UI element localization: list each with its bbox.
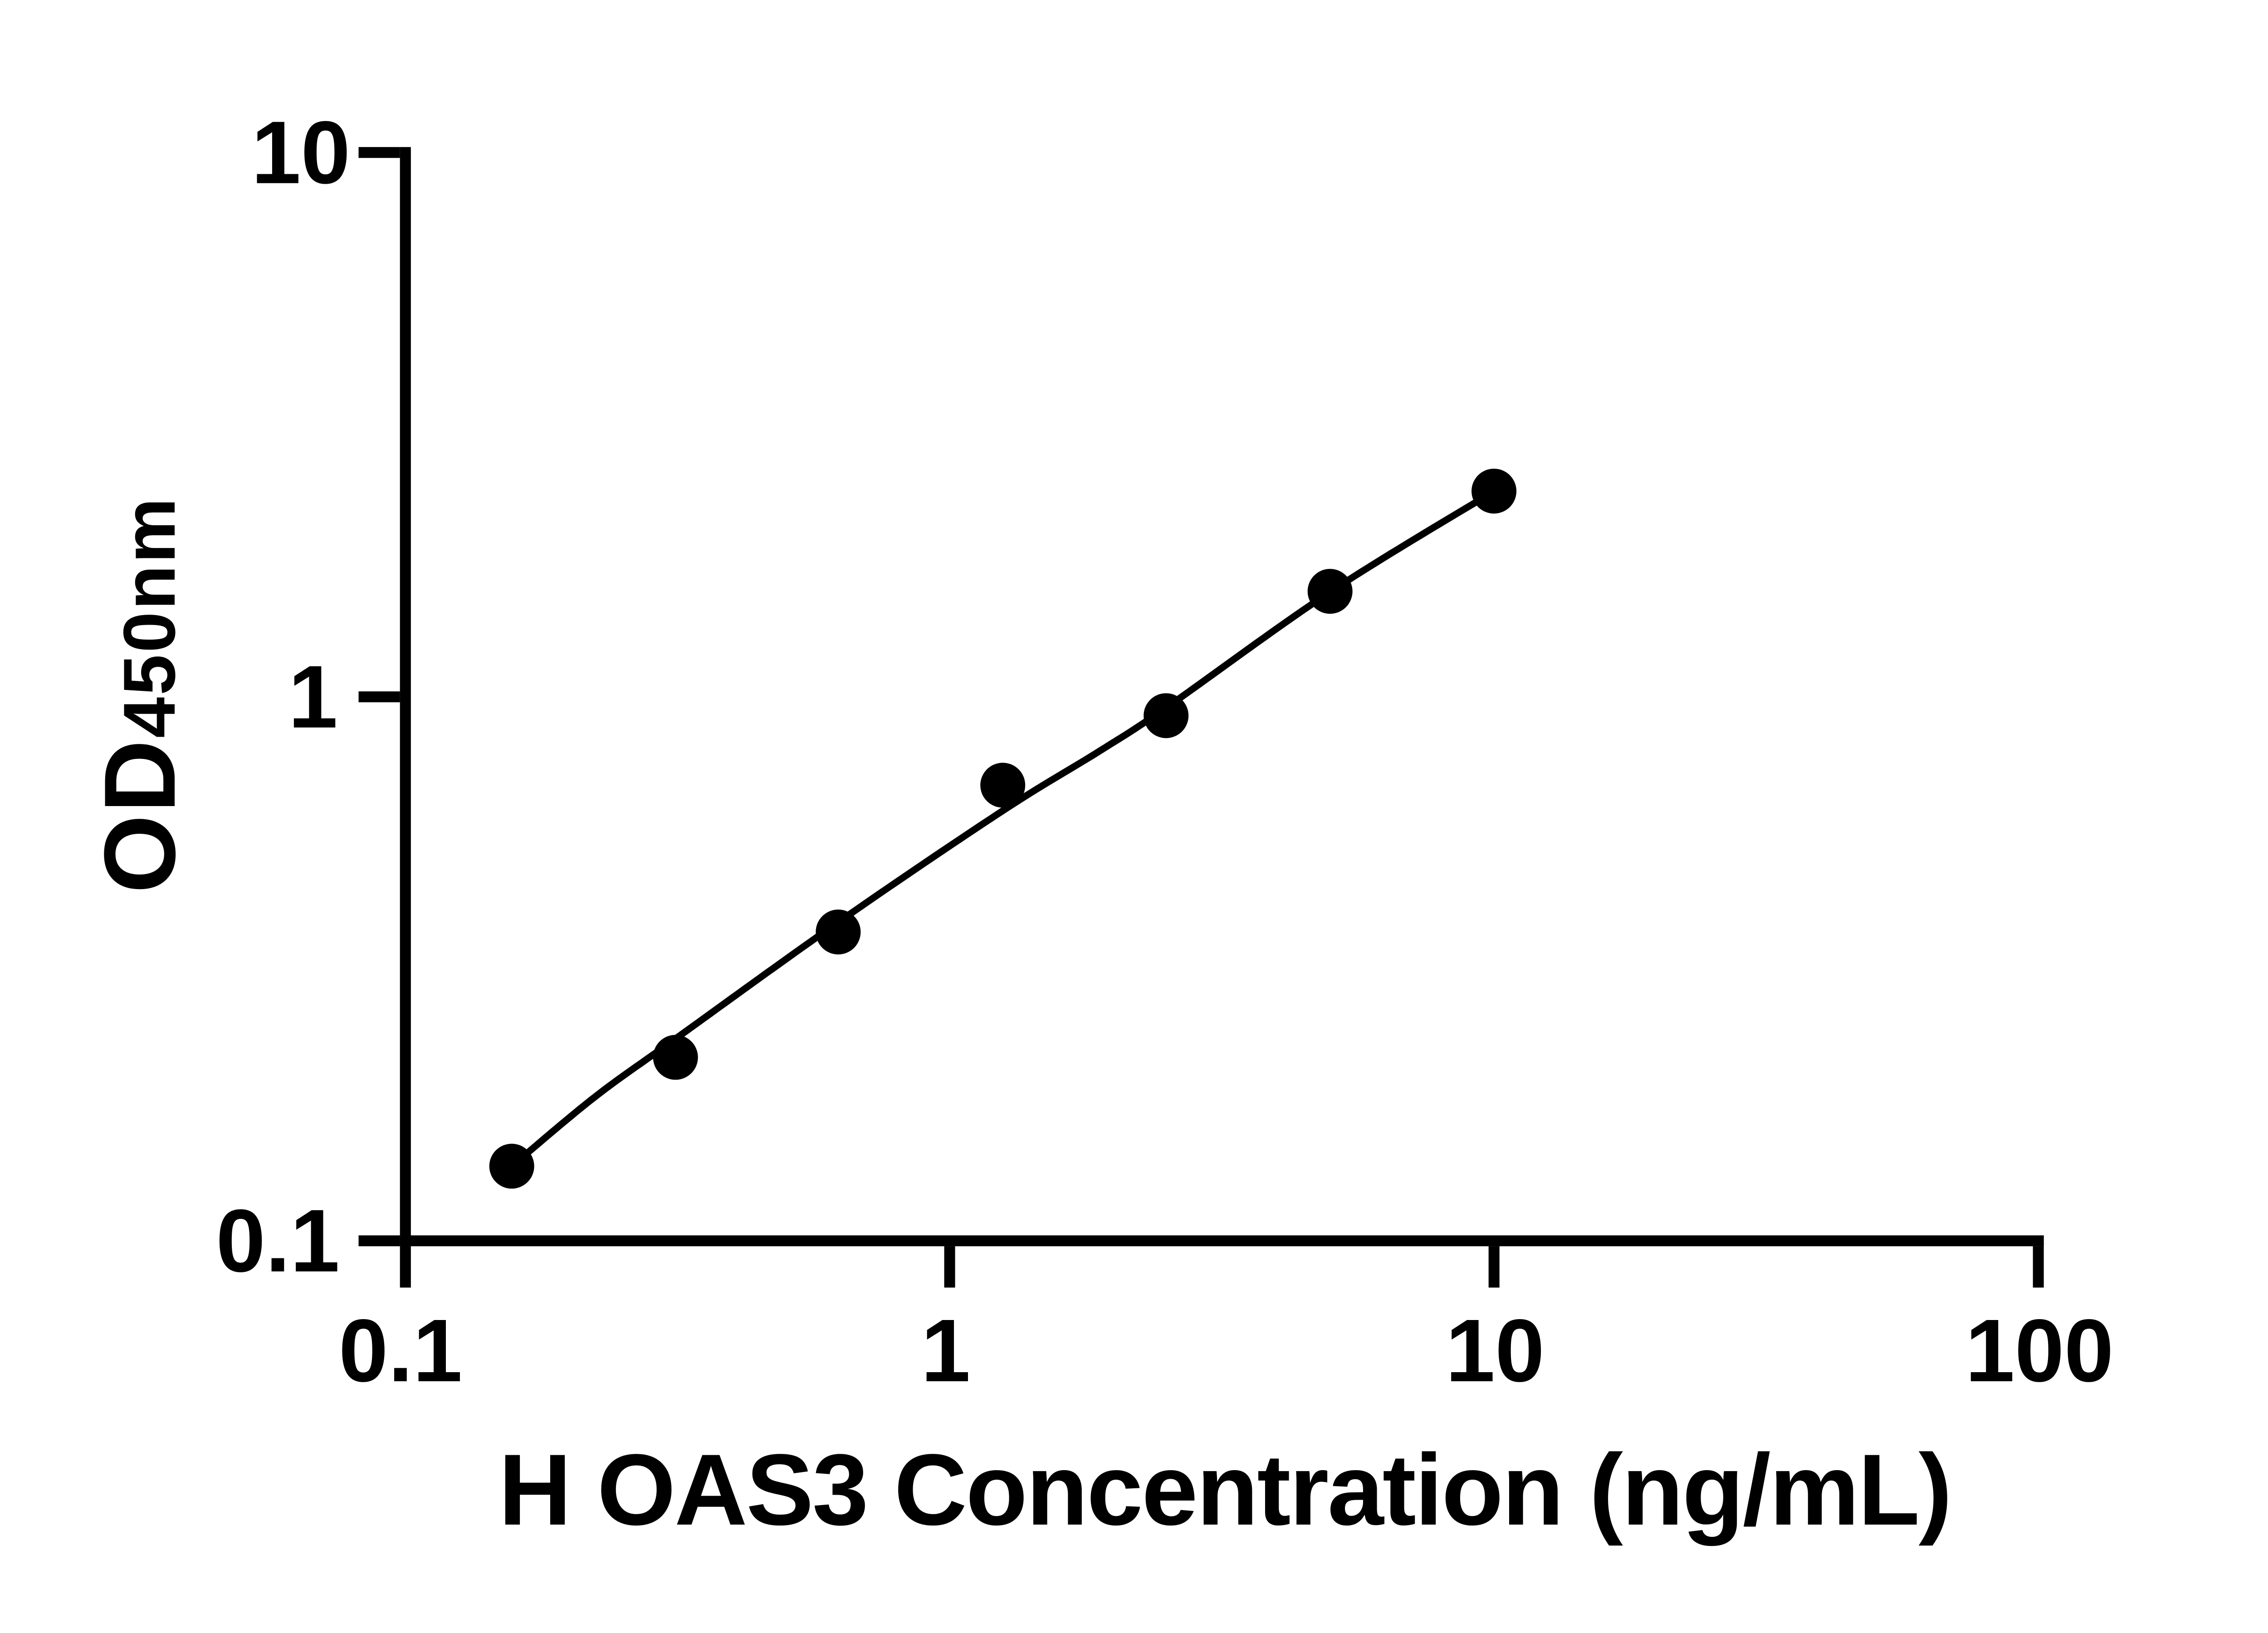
svg-text:10: 10 — [1446, 1301, 1545, 1400]
svg-text:0.1: 0.1 — [339, 1301, 463, 1400]
svg-text:0.1: 0.1 — [216, 1191, 340, 1291]
svg-text:H OAS3 Concentration (ng/mL): H OAS3 Concentration (ng/mL) — [499, 1433, 1951, 1546]
svg-text:100: 100 — [1965, 1301, 2114, 1400]
svg-text:1: 1 — [288, 647, 338, 747]
svg-text:1: 1 — [921, 1301, 970, 1400]
svg-text:10: 10 — [251, 103, 350, 202]
